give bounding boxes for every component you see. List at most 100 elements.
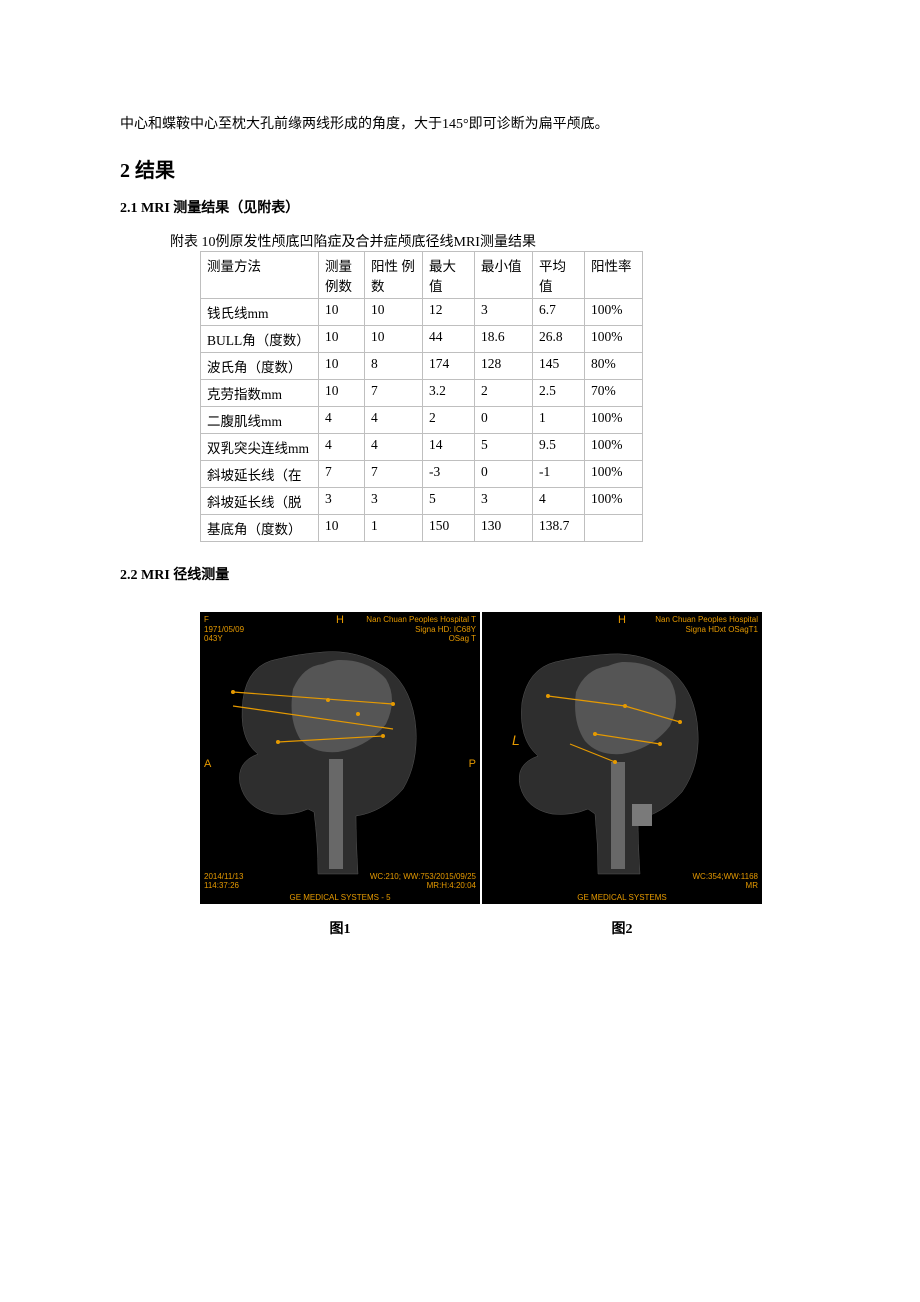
table-cell: 4 <box>365 407 423 434</box>
table-cell: 18.6 <box>475 326 533 353</box>
table-row: 克劳指数mm1073.222.570% <box>201 380 643 407</box>
table-cell: 150 <box>423 515 475 542</box>
table-cell: 10 <box>319 299 365 326</box>
table-cell: 基底角（度数） <box>201 515 319 542</box>
table-row: 双乳突尖连线mm441459.5100% <box>201 434 643 461</box>
table-cell: 6.7 <box>533 299 585 326</box>
edge-h-1: H <box>336 614 344 626</box>
overlay-top-right-2: Nan Chuan Peoples Hospital Signa HDxt OS… <box>655 615 758 633</box>
th-pos: 阳性 例数 <box>365 252 423 299</box>
caption-fig2: 图2 <box>482 910 762 938</box>
table-caption: 附表 10例原发性颅底凹陷症及合并症颅底径线MRI测量结果 <box>170 231 800 251</box>
edge-a-1: A <box>204 758 211 770</box>
table-cell: 44 <box>423 326 475 353</box>
mri-figure-1: F 1971/05/09 043Y Nan Chuan Peoples Hosp… <box>200 612 480 904</box>
table-cell: 钱氏线mm <box>201 299 319 326</box>
th-rate: 阳性率 <box>585 252 643 299</box>
edge-h-2: H <box>618 614 626 626</box>
table-cell: 3 <box>475 299 533 326</box>
table-cell: 145 <box>533 353 585 380</box>
table-cell: 130 <box>475 515 533 542</box>
th-avg: 平均值 <box>533 252 585 299</box>
table-row: 斜坡延长线（在77-30-1100% <box>201 461 643 488</box>
table-cell: 10 <box>319 353 365 380</box>
table-cell: 12 <box>423 299 475 326</box>
l-marker: L <box>512 732 520 748</box>
table-cell: 5 <box>423 488 475 515</box>
table-cell: 3.2 <box>423 380 475 407</box>
table-cell: 26.8 <box>533 326 585 353</box>
th-max: 最大值 <box>423 252 475 299</box>
table-cell: 2 <box>423 407 475 434</box>
edge-p-1: P <box>469 758 476 770</box>
table-row: 斜坡延长线（脱33534100% <box>201 488 643 515</box>
table-cell: 7 <box>365 461 423 488</box>
th-method: 测量方法 <box>201 252 319 299</box>
table-cell: 波氏角（度数） <box>201 353 319 380</box>
overlay-top-left-1: F 1971/05/09 043Y <box>204 615 244 643</box>
footer-bar-2: GE MEDICAL SYSTEMS <box>482 892 762 904</box>
caption-fig1: 图1 <box>200 910 480 938</box>
table-cell: 双乳突尖连线mm <box>201 434 319 461</box>
mri-results-table: 测量方法 测量例数 阳性 例数 最大值 最小值 平均值 阳性率 钱氏线mm101… <box>200 251 643 542</box>
table-cell: 14 <box>423 434 475 461</box>
table-row: 基底角（度数）101150130138.7 <box>201 515 643 542</box>
table-cell: 2.5 <box>533 380 585 407</box>
table-cell: 128 <box>475 353 533 380</box>
table-cell: 9.5 <box>533 434 585 461</box>
mri-scan-1 <box>218 644 448 884</box>
table-cell: 8 <box>365 353 423 380</box>
table-cell: 1 <box>533 407 585 434</box>
heading-2-2: 2.2 MRI 径线测量 <box>120 564 800 584</box>
table-cell: -3 <box>423 461 475 488</box>
intro-paragraph: 中心和蝶鞍中心至枕大孔前缘两线形成的角度，大于145°即可诊断为扁平颅底。 <box>120 114 800 136</box>
table-cell: 4 <box>319 407 365 434</box>
table-cell: 7 <box>319 461 365 488</box>
table-cell: 80% <box>585 353 643 380</box>
table-cell: 斜坡延长线（脱 <box>201 488 319 515</box>
table-row: 波氏角（度数）10817412814580% <box>201 353 643 380</box>
mri-scan-2 <box>500 644 730 884</box>
mri-figure-2: Nan Chuan Peoples Hospital Signa HDxt OS… <box>482 612 762 904</box>
table-cell: 0 <box>475 461 533 488</box>
table-row: 二腹肌线mm44201100% <box>201 407 643 434</box>
table-cell: 10 <box>319 515 365 542</box>
table-cell: 10 <box>319 380 365 407</box>
table-cell: 4 <box>533 488 585 515</box>
table-cell: 70% <box>585 380 643 407</box>
table-cell: BULL角（度数） <box>201 326 319 353</box>
table-cell: 7 <box>365 380 423 407</box>
table-cell <box>585 515 643 542</box>
table-cell: 100% <box>585 488 643 515</box>
table-cell: 10 <box>365 326 423 353</box>
table-row: 钱氏线mm10101236.7100% <box>201 299 643 326</box>
table-cell: -1 <box>533 461 585 488</box>
table-cell: 100% <box>585 461 643 488</box>
footer-bar-1: GE MEDICAL SYSTEMS - 5 <box>200 892 480 904</box>
th-n: 测量例数 <box>319 252 365 299</box>
table-cell: 3 <box>319 488 365 515</box>
heading-results: 2 结果 <box>120 154 800 183</box>
document-page: 中心和蝶鞍中心至枕大孔前缘两线形成的角度，大于145°即可诊断为扁平颅底。 2 … <box>0 0 920 998</box>
th-min: 最小值 <box>475 252 533 299</box>
table-cell: 2 <box>475 380 533 407</box>
table-cell: 二腹肌线mm <box>201 407 319 434</box>
table-cell: 10 <box>319 326 365 353</box>
table-cell: 0 <box>475 407 533 434</box>
table-row: BULL角（度数）10104418.626.8100% <box>201 326 643 353</box>
table-cell: 3 <box>475 488 533 515</box>
heading-2-1: 2.1 MRI 测量结果（见附表） <box>120 197 800 217</box>
table-cell: 100% <box>585 407 643 434</box>
table-cell: 克劳指数mm <box>201 380 319 407</box>
table-cell: 10 <box>365 299 423 326</box>
table-cell: 174 <box>423 353 475 380</box>
table-cell: 100% <box>585 299 643 326</box>
table-cell: 3 <box>365 488 423 515</box>
table-header: 测量方法 测量例数 阳性 例数 最大值 最小值 平均值 阳性率 <box>201 252 643 299</box>
table-cell: 138.7 <box>533 515 585 542</box>
figure-pair: F 1971/05/09 043Y Nan Chuan Peoples Hosp… <box>200 612 800 904</box>
table-cell: 4 <box>365 434 423 461</box>
overlay-top-right-1: Nan Chuan Peoples Hospital T Signa HD: I… <box>366 615 476 643</box>
overlay-bottom-left-1: 2014/11/13 114:37:26 <box>204 872 243 890</box>
table-cell: 100% <box>585 326 643 353</box>
